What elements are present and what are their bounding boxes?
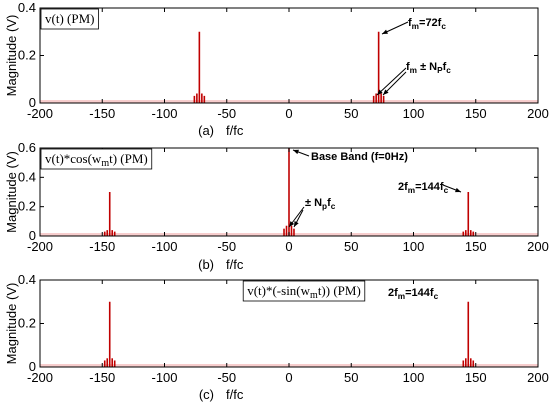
legend: v(t)*cos(wmt) (PM) [40, 148, 153, 170]
x-axis-label: f/fc [226, 257, 244, 272]
x-tick-label: -50 [217, 370, 236, 385]
x-tick-label: 150 [465, 239, 487, 254]
y-axis-label: Magnitude (V) [4, 151, 19, 233]
x-tick-label: -150 [89, 239, 115, 254]
y-tick-label: 0.4 [18, 169, 36, 184]
y-tick-label: 0 [29, 95, 36, 110]
x-tick-label: 200 [527, 370, 549, 385]
annotation-arrow-head [383, 89, 389, 95]
y-tick-label: 0.2 [18, 199, 36, 214]
y-tick-label: 0.4 [18, 0, 36, 15]
panel-b: -200 -150 -100 -50 0 50 100 150 200 0 0.2 0.4 0.6Mag… [4, 140, 549, 272]
x-tick-label: 50 [344, 239, 358, 254]
x-tick-label: 200 [527, 106, 549, 121]
annotation-sidebands: fm ± NPfc [406, 61, 451, 75]
annotation-2fm: 2fm=144fc [388, 287, 439, 301]
x-tick-label: -200 [27, 370, 53, 385]
x-axis-label: f/fc [226, 123, 244, 138]
x-tick-label: -100 [151, 106, 177, 121]
y-tick-label: 0.2 [18, 48, 36, 63]
y-axis-label: Magnitude (V) [4, 283, 19, 365]
annotation-sidebands: ± Npfc [305, 197, 336, 211]
panel-caption: (c) [199, 387, 214, 402]
panel-caption: (a) [198, 123, 214, 138]
x-tick-label: 150 [465, 370, 487, 385]
annotation-arrow-head [294, 221, 299, 227]
legend-label: v(t) (PM) [45, 11, 94, 26]
x-tick-label: -50 [217, 239, 236, 254]
panel-c: -200 -150 -100 -50 0 50 100 150 200 0 0.2 0.4Magnit… [4, 272, 549, 402]
x-tick-label: 0 [285, 370, 292, 385]
x-axis-label: f/fc [226, 387, 244, 402]
x-tick-label: -50 [217, 106, 236, 121]
annotation-arrow-head [455, 187, 461, 193]
x-tick-label: 50 [344, 370, 358, 385]
x-tick-label: 0 [285, 239, 292, 254]
annotation-baseband: Base Band (f=0Hz) [311, 151, 408, 163]
annotation-arrow-head [377, 89, 383, 95]
x-tick-label: 50 [344, 106, 358, 121]
legend-box [242, 280, 366, 302]
x-tick-label: -150 [89, 106, 115, 121]
y-tick-label: 0 [29, 228, 36, 243]
legend-box [40, 8, 99, 30]
x-tick-label: -100 [151, 370, 177, 385]
x-tick-label: -200 [27, 106, 53, 121]
x-tick-label: 100 [403, 239, 425, 254]
annotation-fm: fm=72fc [408, 17, 446, 31]
annotation-arrow-head [293, 149, 299, 155]
annotation-arrow-head [289, 221, 295, 227]
x-tick-label: 100 [403, 370, 425, 385]
legend: v(t)*(-sin(wmt)) (PM) [242, 280, 366, 302]
annotation-arrow [376, 67, 407, 96]
annotation-arrow-head [382, 29, 388, 34]
panel-a: -200 -150 -100 -50 0 50 100 150 200 0 0.2 0.4Magnit… [4, 0, 549, 138]
x-tick-label: 200 [527, 239, 549, 254]
x-tick-label: 0 [285, 106, 292, 121]
x-tick-label: 150 [465, 106, 487, 121]
x-tick-label: -200 [27, 239, 53, 254]
x-tick-label: -100 [151, 239, 177, 254]
legend: v(t) (PM) [40, 8, 99, 30]
panel-caption: (b) [198, 257, 214, 272]
annotation-2fm: 2fm=144fc [398, 181, 449, 195]
y-axis-label: Magnitude (V) [4, 15, 19, 97]
y-tick-label: 0 [29, 359, 36, 374]
y-tick-label: 0.6 [18, 140, 36, 155]
axes-box [39, 7, 539, 104]
legend-label: v(t)*cos(wmt) (PM) [45, 151, 148, 169]
legend-box [40, 148, 153, 170]
x-tick-label: -150 [89, 370, 115, 385]
x-tick-label: 100 [403, 106, 425, 121]
legend-label: v(t)*(-sin(wmt)) (PM) [247, 283, 361, 301]
y-tick-label: 0.4 [18, 272, 36, 287]
y-tick-label: 0.2 [18, 316, 36, 331]
